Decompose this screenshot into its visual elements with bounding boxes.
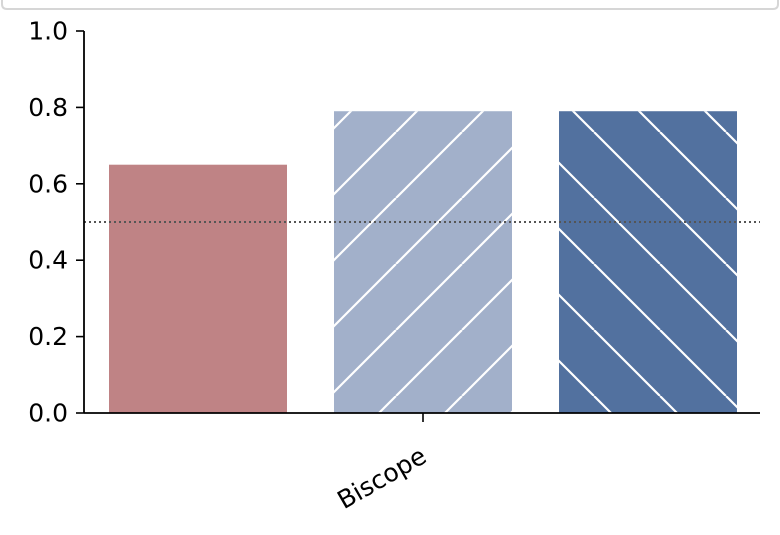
bars-layer	[109, 111, 737, 413]
bar-hatch-series-3	[559, 111, 737, 413]
bar-series-1	[109, 164, 287, 413]
y-tick-label: 1.0	[28, 17, 68, 46]
y-tick-label: 0.0	[28, 399, 68, 428]
bar-hatch-series-2	[334, 111, 512, 413]
y-tick-label: 0.8	[28, 93, 68, 122]
x-tick-label: Biscope	[332, 441, 431, 515]
y-tick-label: 0.4	[28, 246, 68, 275]
legend-frame	[1, 0, 779, 10]
y-tick-label: 0.6	[28, 169, 68, 198]
y-tick-label: 0.2	[28, 322, 68, 351]
